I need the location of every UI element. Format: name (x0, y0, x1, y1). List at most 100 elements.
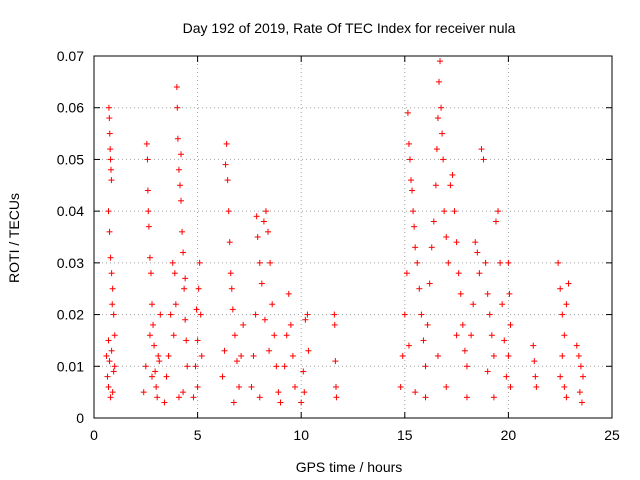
data-point (227, 270, 234, 277)
data-point (248, 383, 255, 390)
data-point (179, 228, 186, 235)
data-point (149, 301, 156, 308)
data-point (224, 177, 231, 184)
y-tick-label: 0 (76, 410, 84, 426)
data-point (507, 321, 514, 328)
data-point (254, 234, 261, 240)
data-point (169, 259, 176, 266)
data-point (171, 270, 178, 277)
data-point (111, 363, 118, 370)
data-point (474, 249, 481, 256)
data-point (151, 342, 158, 349)
data-point (107, 156, 114, 163)
data-point (401, 311, 408, 318)
data-point (106, 358, 113, 365)
data-point (143, 140, 150, 147)
data-point (470, 301, 477, 308)
data-point (108, 270, 115, 277)
data-point (275, 389, 282, 396)
data-point (331, 321, 338, 328)
data-point (225, 208, 232, 215)
data-point (557, 373, 564, 380)
data-point (273, 363, 280, 370)
y-tick-label: 0.05 (57, 151, 84, 167)
data-point (176, 182, 183, 189)
data-point (269, 301, 276, 308)
data-point (161, 399, 168, 406)
data-point (152, 368, 159, 375)
data-point (157, 311, 164, 318)
data-point (478, 146, 485, 153)
y-tick-label: 0.04 (57, 203, 84, 219)
data-point (563, 394, 570, 401)
data-point (420, 337, 427, 344)
data-point (439, 130, 446, 137)
data-point (559, 311, 566, 318)
data-point (145, 208, 152, 215)
data-point (416, 285, 423, 292)
data-point (438, 104, 445, 111)
data-point (103, 352, 110, 359)
data-point (260, 218, 267, 225)
data-point (302, 316, 309, 323)
data-point (144, 187, 151, 194)
data-point (291, 383, 298, 390)
data-point (106, 130, 113, 137)
data-point (163, 373, 170, 380)
data-point (184, 363, 191, 370)
data-point (174, 104, 181, 111)
data-point (304, 311, 311, 318)
data-point (433, 146, 440, 153)
data-point (403, 270, 410, 277)
data-point (300, 368, 307, 375)
data-point (165, 352, 172, 359)
data-point (147, 270, 154, 277)
data-point (105, 104, 112, 111)
data-point (484, 290, 491, 297)
data-point (170, 332, 177, 339)
data-point (149, 373, 156, 380)
data-point (412, 389, 419, 396)
data-point (499, 301, 506, 308)
data-point (155, 352, 162, 359)
data-point (283, 332, 290, 339)
data-point (240, 321, 247, 328)
data-point (107, 166, 114, 173)
data-point (229, 306, 236, 313)
data-point (434, 352, 441, 359)
data-point (555, 259, 562, 266)
data-point (250, 352, 257, 359)
x-tick-label: 25 (604, 427, 620, 443)
data-point (252, 311, 259, 318)
grid-layer (94, 56, 612, 418)
data-point (110, 368, 117, 375)
data-point (428, 244, 435, 251)
data-point (579, 373, 586, 380)
data-point (167, 311, 174, 318)
data-point (150, 321, 157, 328)
data-point (238, 352, 245, 359)
data-point (463, 363, 470, 370)
data-point (106, 228, 113, 235)
data-point (145, 223, 152, 230)
data-point (432, 182, 439, 189)
data-point (106, 115, 113, 122)
data-point (305, 347, 312, 354)
data-point (492, 218, 499, 225)
data-point (105, 383, 112, 390)
data-point (561, 383, 568, 390)
data-point (490, 352, 497, 359)
plot-frame (93, 55, 613, 419)
data-point (219, 373, 226, 380)
x-tick-label: 0 (90, 427, 98, 443)
data-point (182, 316, 189, 323)
axes-layer: 0 5 10 15 20 25 0 0.01 0.02 0.03 0.04 0.05 0.06 0.07 (57, 48, 620, 443)
data-point (406, 156, 413, 163)
data-point (281, 363, 288, 370)
data-point (333, 383, 340, 390)
data-point (397, 383, 404, 390)
data-point (443, 383, 450, 390)
data-point (468, 332, 475, 339)
chart-title: Day 192 of 2019, Rate Of TEC Index for r… (183, 20, 516, 36)
